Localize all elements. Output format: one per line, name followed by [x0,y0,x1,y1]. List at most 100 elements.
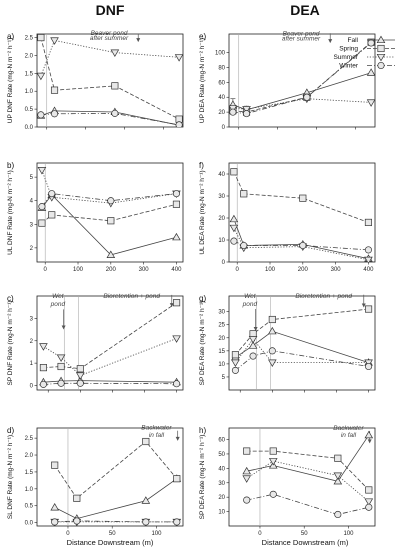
y-tick-label: 50 [218,452,225,458]
data-point-winter [229,108,237,116]
data-point-summer [39,343,48,351]
data-point-spring [76,365,84,373]
y-tick-label: 20 [218,110,225,116]
data-point-summer [364,498,374,506]
data-point-spring [38,219,46,227]
data-point-summer [333,472,343,480]
y-tick-label: 0 [30,384,34,390]
data-point-summer [76,372,85,380]
data-point-summer [231,359,240,367]
x-tick-label: 0 [236,267,240,273]
series-line-summer [235,338,369,364]
data-point-spring [365,486,373,494]
x-tick-label: 50 [301,531,308,537]
panel-d: 0 50 100 0.0 0.5 1.0 1.5 2.0 2.5 d)SL DNF Rate (m… [7,424,184,537]
data-point-winter [39,380,47,388]
annotation-arrowhead [136,38,141,43]
plot-area [39,299,181,388]
data-point-winter [367,39,375,47]
series-line-fall [246,434,370,482]
data-point-fall [141,496,151,504]
y-tick-label: 2 [30,246,34,252]
x-tick-label: 300 [331,267,342,273]
y-tick-label: 1 [30,361,34,367]
series-line-winter [232,42,372,115]
data-point-spring [57,362,65,371]
data-point-fall [106,250,116,258]
data-point-spring [231,351,239,359]
series-line-fall [232,72,372,111]
series-line-winter [40,112,180,126]
annotation-arrowhead [175,436,180,441]
plot-frame [36,33,184,128]
data-point-spring [37,34,45,42]
y-tick-label: 3 [30,316,34,322]
y-tick-label: 80 [218,65,225,71]
data-point-spring [142,437,150,446]
panel-a: 0.0 0.5 1.0 1.5 2.0 2.5 a)UP DNF Rate (mg-N m⁻… [7,30,184,131]
x-tick-label: 50 [109,531,116,537]
data-point-winter [107,197,115,205]
data-point-spring [243,447,251,455]
data-point-winter [76,379,84,387]
data-point-fall [50,503,60,511]
y-tick-label: 2.5 [25,36,34,42]
x-axis-label-right: Distance Downstream (m) [262,538,349,547]
data-point-winter [242,110,251,118]
y-axis-label: UL DNF Rate (mg-N m⁻² h⁻¹) [7,170,14,255]
annotation: Wet [52,293,65,300]
data-point-winter [334,510,342,519]
annotation: Backwater [333,425,364,432]
y-tick-label: 2 [30,339,34,345]
annotation: pond [50,301,66,308]
data-point-winter [111,109,119,117]
y-tick-label: 15 [218,349,225,355]
legend-label-winter: Winter [339,63,359,70]
panel-label: d) [7,426,14,435]
plot-frame [228,295,376,391]
panel-label: c) [7,294,14,303]
y-tick-label: 0.0 [25,521,34,527]
x-tick-label: 100 [73,267,84,273]
data-point-fall [364,430,374,439]
y-tick-label: 40 [218,172,225,178]
y-tick-label: 1.5 [25,470,34,476]
annotation: after summer [90,35,129,42]
y-tick-label: 60 [218,80,225,86]
plot-area [37,167,181,258]
data-point-spring [39,364,47,372]
data-point-summer [110,49,120,57]
series-line-winter [54,520,177,523]
y-tick-label: 2.5 [25,436,34,442]
dnf-column-title: DNF [96,2,125,18]
series-line-spring [40,37,180,120]
annotation: Beaver pond [283,30,320,37]
y-tick-label: 5 [30,175,34,181]
y-tick-label: 0.5 [25,107,34,113]
y-tick-label: 1.0 [25,89,34,95]
y-tick-label: 0 [222,125,226,131]
x-tick-label: 300 [139,267,150,273]
data-point-summer [37,72,46,81]
data-point-fall [366,68,375,76]
data-point-winter [303,93,311,101]
plot-area [231,305,373,374]
x-tick-label: 0 [44,267,48,273]
series-line-spring [246,450,370,491]
annotation-arrowhead [61,325,66,330]
annotation: in fall [149,432,165,439]
series-line-spring [54,440,178,499]
data-point-summer [172,335,181,343]
y-tick-label: 0 [222,260,226,266]
annotation: pond [242,301,258,308]
plot-area [242,430,374,519]
annotation: after summer [282,35,321,42]
x-tick-label: 400 [363,267,374,273]
y-tick-label: 10 [218,510,225,516]
annotation-arrowhead [253,326,258,331]
dea-column-title: DEA [290,2,320,18]
data-point-fall [242,466,252,475]
y-tick-label: 20 [218,216,225,222]
